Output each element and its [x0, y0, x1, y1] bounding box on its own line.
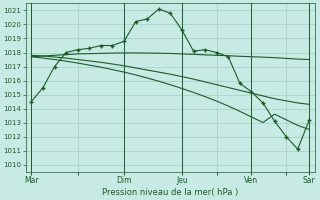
X-axis label: Pression niveau de la mer( hPa ): Pression niveau de la mer( hPa ): [102, 188, 238, 197]
